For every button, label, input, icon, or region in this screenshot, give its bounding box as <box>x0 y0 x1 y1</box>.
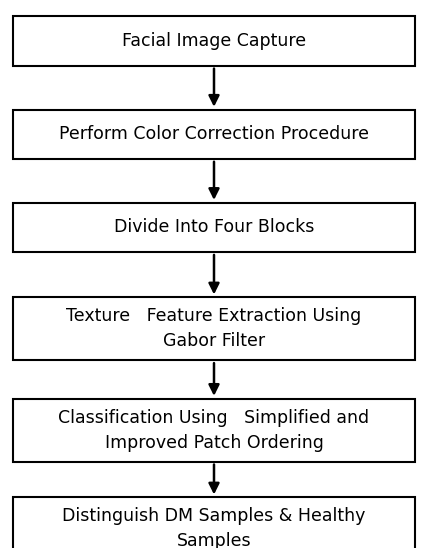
Text: Divide Into Four Blocks: Divide Into Four Blocks <box>114 219 314 236</box>
FancyBboxPatch shape <box>13 16 415 66</box>
Text: Distinguish DM Samples & Healthy
Samples: Distinguish DM Samples & Healthy Samples <box>62 507 366 548</box>
Text: Perform Color Correction Procedure: Perform Color Correction Procedure <box>59 125 369 143</box>
FancyBboxPatch shape <box>13 498 415 548</box>
FancyBboxPatch shape <box>13 297 415 361</box>
Text: Classification Using   Simplified and
Improved Patch Ordering: Classification Using Simplified and Impr… <box>59 409 369 452</box>
Text: Texture   Feature Extraction Using
Gabor Filter: Texture Feature Extraction Using Gabor F… <box>66 307 362 350</box>
FancyBboxPatch shape <box>13 203 415 252</box>
Text: Facial Image Capture: Facial Image Capture <box>122 32 306 50</box>
FancyBboxPatch shape <box>13 110 415 159</box>
FancyBboxPatch shape <box>13 399 415 461</box>
